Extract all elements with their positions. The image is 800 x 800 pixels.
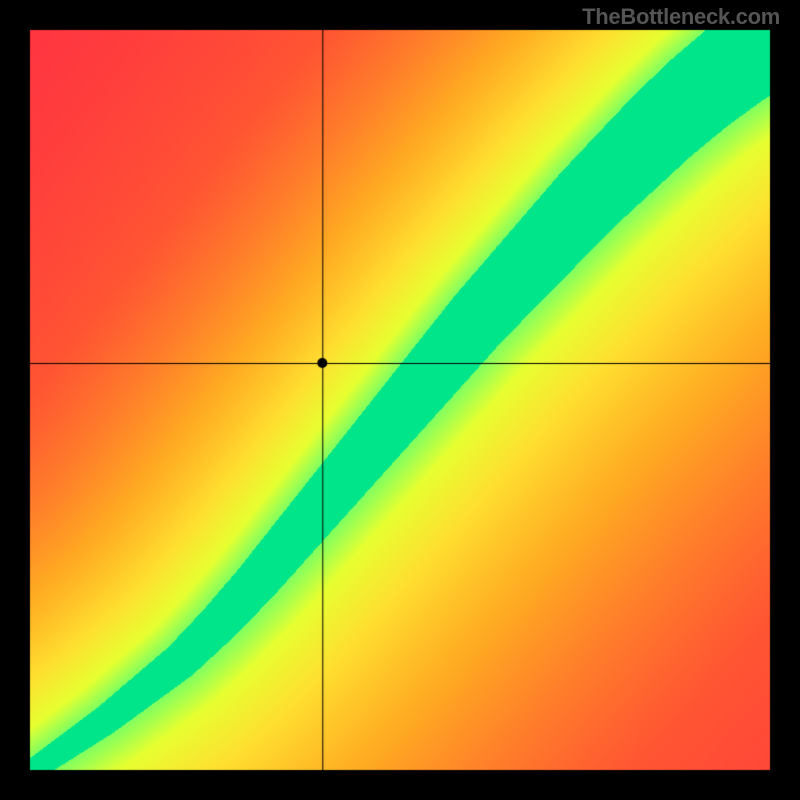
- chart-container: TheBottleneck.com: [0, 0, 800, 800]
- bottleneck-heatmap: [0, 0, 800, 800]
- watermark-text: TheBottleneck.com: [582, 4, 780, 30]
